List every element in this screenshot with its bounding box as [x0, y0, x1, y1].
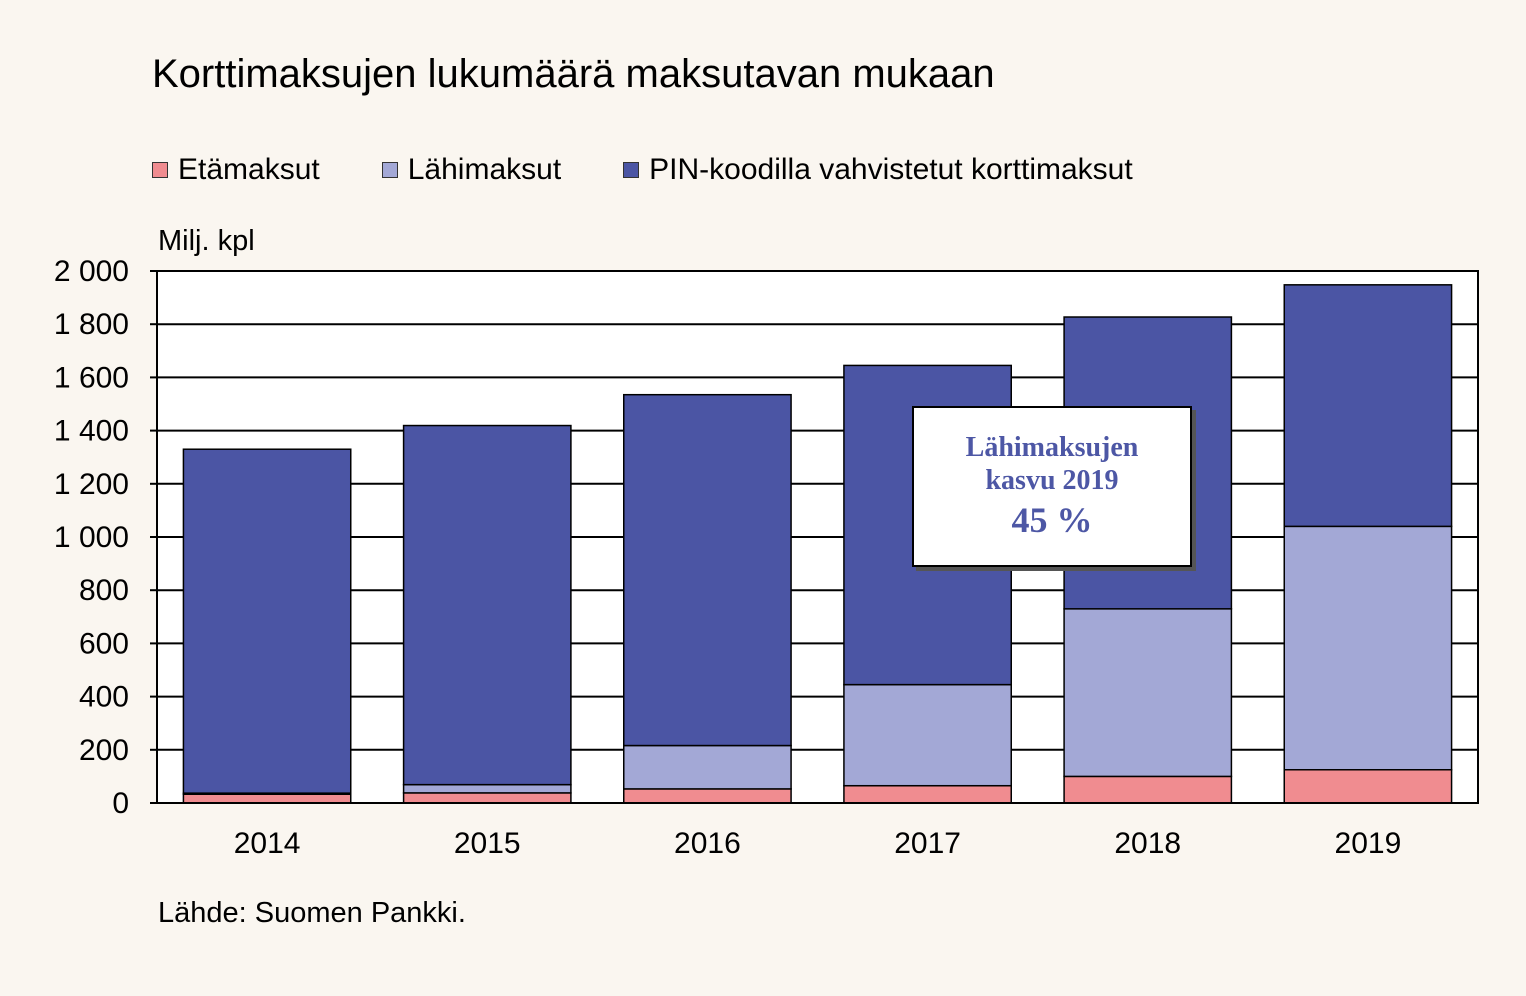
legend-swatch-etamaksut [152, 162, 168, 178]
y-tick-label: 0 [112, 787, 129, 820]
legend-label-pin: PIN-koodilla vahvistetut korttimaksut [649, 153, 1133, 186]
annotation-line-1: Lähimaksujen [965, 431, 1139, 463]
legend-item-lahimaksut: Lähimaksut [381, 153, 562, 187]
y-tick-label: 200 [79, 734, 129, 767]
bar-2017-series-0 [843, 784, 1012, 804]
bar-2019-series-0 [1283, 769, 1453, 804]
bar-2018-series-1 [1063, 608, 1233, 778]
legend-label-lahimaksut: Lähimaksut [407, 153, 562, 186]
plot-frame [156, 270, 1479, 804]
x-tick-label: 2014 [234, 827, 301, 860]
x-tick-label: 2017 [894, 827, 961, 860]
y-axis-unit-label: Milj. kpl [158, 225, 255, 257]
bar-2016-series-1 [623, 744, 792, 790]
bar-2016-series-2 [623, 393, 792, 747]
legend-swatch-lahimaksut [381, 162, 398, 178]
x-tick-label: 2018 [1114, 827, 1181, 860]
legend-item-pin: PIN-koodilla vahvistetut korttimaksut [623, 153, 1133, 187]
chart-title: Korttimaksujen lukumäärä maksutavan muka… [152, 52, 995, 96]
y-tick-label: 1 400 [54, 415, 129, 448]
annotation-line-2: kasvu 2019 [985, 464, 1119, 496]
bar-2016-series-0 [623, 788, 792, 804]
y-tick-label: 600 [79, 627, 129, 660]
annotation-value: 45 % [1011, 499, 1093, 540]
bar-2019-series-2 [1283, 284, 1453, 528]
bar-2014-series-0 [182, 793, 352, 804]
x-tick-label: 2016 [674, 827, 741, 860]
bar-2018-series-0 [1063, 775, 1233, 804]
bar-2015-series-0 [402, 792, 572, 804]
y-tick-label: 400 [79, 681, 129, 714]
y-tick-label: 2 000 [54, 255, 129, 288]
annotation-box: Lähimaksujen kasvu 2019 45 % [912, 406, 1192, 567]
y-tick-label: 1 000 [54, 521, 129, 554]
y-tick-label: 1 200 [54, 468, 129, 501]
source-note: Lähde: Suomen Pankki. [158, 897, 466, 929]
chart-legend: Etämaksut Lähimaksut PIN-koodilla vahvis… [152, 153, 1133, 187]
x-tick-label: 2015 [454, 827, 521, 860]
y-tick-label: 1 800 [54, 308, 129, 341]
bar-2015-series-1 [402, 783, 572, 794]
legend-label-etamaksut: Etämaksut [178, 153, 320, 186]
bar-2019-series-1 [1283, 525, 1453, 771]
bar-2015-series-2 [402, 424, 572, 786]
legend-item-etamaksut: Etämaksut [152, 153, 320, 187]
x-tick-label: 2019 [1335, 827, 1402, 860]
y-tick-label: 800 [79, 574, 129, 607]
legend-swatch-pin [623, 162, 640, 178]
y-tick-label: 1 600 [54, 361, 129, 394]
bar-2014-series-2 [182, 448, 352, 794]
bar-2017-series-1 [843, 683, 1012, 787]
